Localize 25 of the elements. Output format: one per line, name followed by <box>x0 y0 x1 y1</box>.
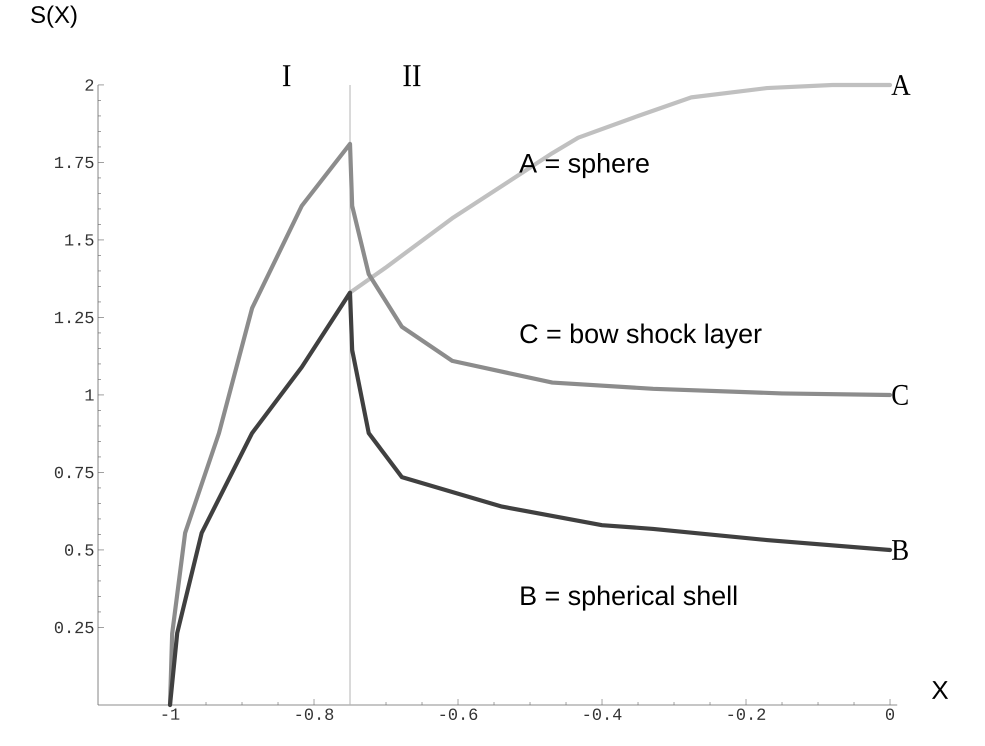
x-tick-label: -0.8 <box>296 708 334 720</box>
y-tick-label: 1 <box>86 389 94 401</box>
annotation: II <box>403 65 420 86</box>
x-tick-label: 0 <box>886 708 894 720</box>
x-tick-label: -0.4 <box>584 708 622 720</box>
y-tick-label: 1.25 <box>55 312 94 324</box>
y-axis-title: S(X) <box>31 6 76 28</box>
y-tick-label: 0.75 <box>54 466 94 478</box>
line-series <box>168 290 892 708</box>
x-tick-label: -0.6 <box>440 708 478 720</box>
annotation: C = bow shock layer <box>520 324 762 349</box>
series-label: A <box>891 75 910 95</box>
x-tick-label: -0.2 <box>728 708 766 720</box>
annotation: I <box>282 65 290 86</box>
y-tick-label: 0.25 <box>54 622 94 634</box>
y-tick-label: 0.5 <box>65 544 94 556</box>
y-tick-label: 1.5 <box>65 234 94 246</box>
annotation: A = sphere <box>519 153 649 178</box>
series-label: B <box>892 540 908 560</box>
annotation: B = spherical shell <box>521 585 736 611</box>
series-label: C <box>892 384 908 406</box>
y-tick-label: 2 <box>86 79 94 91</box>
x-axis-title: X <box>932 681 948 699</box>
x-tick-label: -1 <box>162 708 180 720</box>
y-tick-label: 1.75 <box>55 156 94 168</box>
